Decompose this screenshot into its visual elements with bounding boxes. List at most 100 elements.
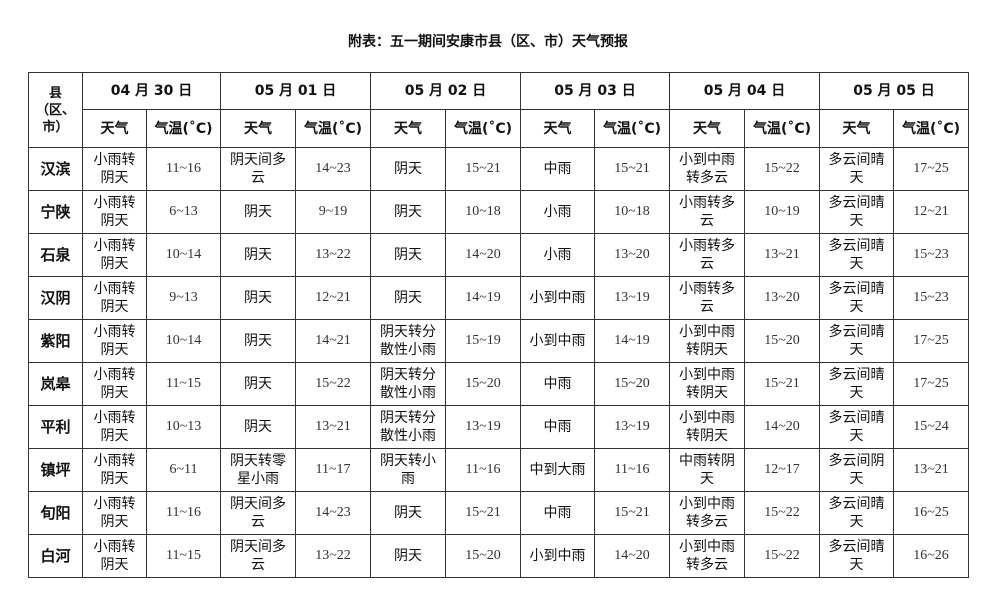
temperature-cell: 15~22: [744, 491, 820, 535]
temp-column-header: 气温(˚C): [146, 109, 221, 148]
temperature-cell: 12~21: [893, 190, 969, 234]
temperature-cell: 15~24: [893, 405, 969, 449]
temp-column-header: 气温(˚C): [594, 109, 670, 148]
weather-column-header: 天气: [82, 109, 147, 148]
temperature-cell: 10~19: [744, 190, 820, 234]
temperature-cell: 11~16: [445, 448, 521, 492]
weather-cell: 小雨转多云: [669, 233, 745, 277]
weather-cell: 阴天: [370, 491, 446, 535]
weather-cell: 多云间晴天: [819, 190, 894, 234]
weather-cell: 小雨: [520, 190, 595, 234]
weather-cell: 小到中雨转阴天: [669, 405, 745, 449]
temperature-cell: 13~22: [295, 233, 371, 277]
temperature-cell: 15~21: [744, 362, 820, 406]
temp-column-header: 气温(˚C): [893, 109, 969, 148]
date-header: 05 月 03 日: [520, 72, 670, 110]
weather-cell: 小到中雨转阴天: [669, 362, 745, 406]
temperature-cell: 9~13: [146, 276, 221, 320]
temp-column-header: 气温(˚C): [295, 109, 371, 148]
weather-cell: 阴天: [370, 276, 446, 320]
weather-cell: 小到中雨: [520, 534, 595, 578]
table-row: 白河 小雨转阴天 11~15 阴天间多云 13~22 阴天 15~20 小到中雨 14~20 小到…: [28, 534, 969, 578]
weather-cell: 小雨转阴天: [82, 491, 147, 535]
weather-cell: 多云间晴天: [819, 233, 894, 277]
weather-column-header: 天气: [520, 109, 595, 148]
weather-column-header: 天气: [819, 109, 894, 148]
temperature-cell: 15~21: [445, 491, 521, 535]
weather-cell: 阴天: [220, 405, 296, 449]
weather-cell: 阴天转分散性小雨: [370, 319, 446, 363]
county-name: 旬阳: [28, 491, 83, 535]
weather-cell: 阴天间多云: [220, 534, 296, 578]
temperature-cell: 12~21: [295, 276, 371, 320]
temperature-cell: 6~13: [146, 190, 221, 234]
table-row: 紫阳 小雨转阴天 10~14 阴天 14~21 阴天转分散性小雨 15~19 小到中雨 14~1…: [28, 319, 969, 363]
temperature-cell: 10~18: [594, 190, 670, 234]
temperature-cell: 15~20: [744, 319, 820, 363]
temperature-cell: 14~23: [295, 147, 371, 191]
temperature-cell: 13~19: [594, 276, 670, 320]
temperature-cell: 13~21: [893, 448, 969, 492]
weather-cell: 小到中雨转多云: [669, 534, 745, 578]
temperature-cell: 10~13: [146, 405, 221, 449]
table-row: 镇坪 小雨转阴天 6~11 阴天转零星小雨 11~17 阴天转小雨 11~16 中到大雨 11~…: [28, 448, 969, 492]
weather-column-header: 天气: [370, 109, 446, 148]
temperature-cell: 16~26: [893, 534, 969, 578]
weather-cell: 中雨: [520, 491, 595, 535]
weather-cell: 小到中雨转多云: [669, 147, 745, 191]
table-row: 平利 小雨转阴天 10~13 阴天 13~21 阴天转分散性小雨 13~19 中雨 13~19 小…: [28, 405, 969, 449]
date-header: 05 月 05 日: [819, 72, 969, 110]
weather-cell: 阴天: [370, 534, 446, 578]
weather-cell: 阴天: [370, 147, 446, 191]
table-row: 石泉 小雨转阴天 10~14 阴天 13~22 阴天 14~20 小雨 13~20 小雨转多云 13…: [28, 233, 969, 277]
temperature-cell: 16~25: [893, 491, 969, 535]
weather-cell: 多云间晴天: [819, 276, 894, 320]
weather-cell: 多云间晴天: [819, 534, 894, 578]
temperature-cell: 10~14: [146, 319, 221, 363]
weather-cell: 小雨转多云: [669, 276, 745, 320]
table-row: 旬阳 小雨转阴天 11~16 阴天间多云 14~23 阴天 15~21 中雨 15~21 小到中雨…: [28, 491, 969, 535]
weather-cell: 多云间晴天: [819, 405, 894, 449]
temperature-cell: 11~16: [146, 491, 221, 535]
temperature-cell: 14~21: [295, 319, 371, 363]
temperature-cell: 6~11: [146, 448, 221, 492]
temperature-cell: 15~20: [594, 362, 670, 406]
weather-column-header: 天气: [220, 109, 296, 148]
document-title: 附表：五一期间安康市县（区、市）天气预报: [348, 34, 628, 50]
temperature-cell: 14~19: [445, 276, 521, 320]
temperature-cell: 12~17: [744, 448, 820, 492]
table-row: 汉阴 小雨转阴天 9~13 阴天 12~21 阴天 14~19 小到中雨 13~19 小雨转多云 1…: [28, 276, 969, 320]
weather-cell: 多云间晴天: [819, 491, 894, 535]
temperature-cell: 13~21: [295, 405, 371, 449]
table-row: 岚皋 小雨转阴天 11~15 阴天 15~22 阴天转分散性小雨 15~20 中雨 15~20 小…: [28, 362, 969, 406]
date-header: 05 月 01 日: [220, 72, 371, 110]
temp-column-header: 气温(˚C): [744, 109, 820, 148]
weather-cell: 多云间阴天: [819, 448, 894, 492]
weather-cell: 阴天: [220, 233, 296, 277]
weather-cell: 中雨: [520, 147, 595, 191]
temperature-cell: 15~22: [295, 362, 371, 406]
weather-cell: 小雨转阴天: [82, 276, 147, 320]
weather-cell: 阴天: [370, 190, 446, 234]
weather-cell: 阴天转分散性小雨: [370, 362, 446, 406]
weather-cell: 小到中雨: [520, 319, 595, 363]
temperature-cell: 15~23: [893, 276, 969, 320]
county-name: 石泉: [28, 233, 83, 277]
temperature-cell: 14~20: [744, 405, 820, 449]
weather-cell: 小雨转阴天: [82, 190, 147, 234]
weather-cell: 阴天: [220, 276, 296, 320]
temperature-cell: 13~22: [295, 534, 371, 578]
weather-cell: 多云间晴天: [819, 147, 894, 191]
weather-cell: 阴天间多云: [220, 147, 296, 191]
weather-cell: 中到大雨: [520, 448, 595, 492]
temperature-cell: 13~19: [594, 405, 670, 449]
temperature-cell: 9~19: [295, 190, 371, 234]
temperature-cell: 11~15: [146, 362, 221, 406]
temperature-cell: 11~16: [594, 448, 670, 492]
temperature-cell: 14~20: [445, 233, 521, 277]
weather-cell: 小雨: [520, 233, 595, 277]
temperature-cell: 14~23: [295, 491, 371, 535]
table-row: 汉滨 小雨转阴天 11~16 阴天间多云 14~23 阴天 15~21 中雨 15~21 小到中雨…: [28, 147, 969, 191]
temperature-cell: 11~15: [146, 534, 221, 578]
weather-cell: 中雨: [520, 405, 595, 449]
